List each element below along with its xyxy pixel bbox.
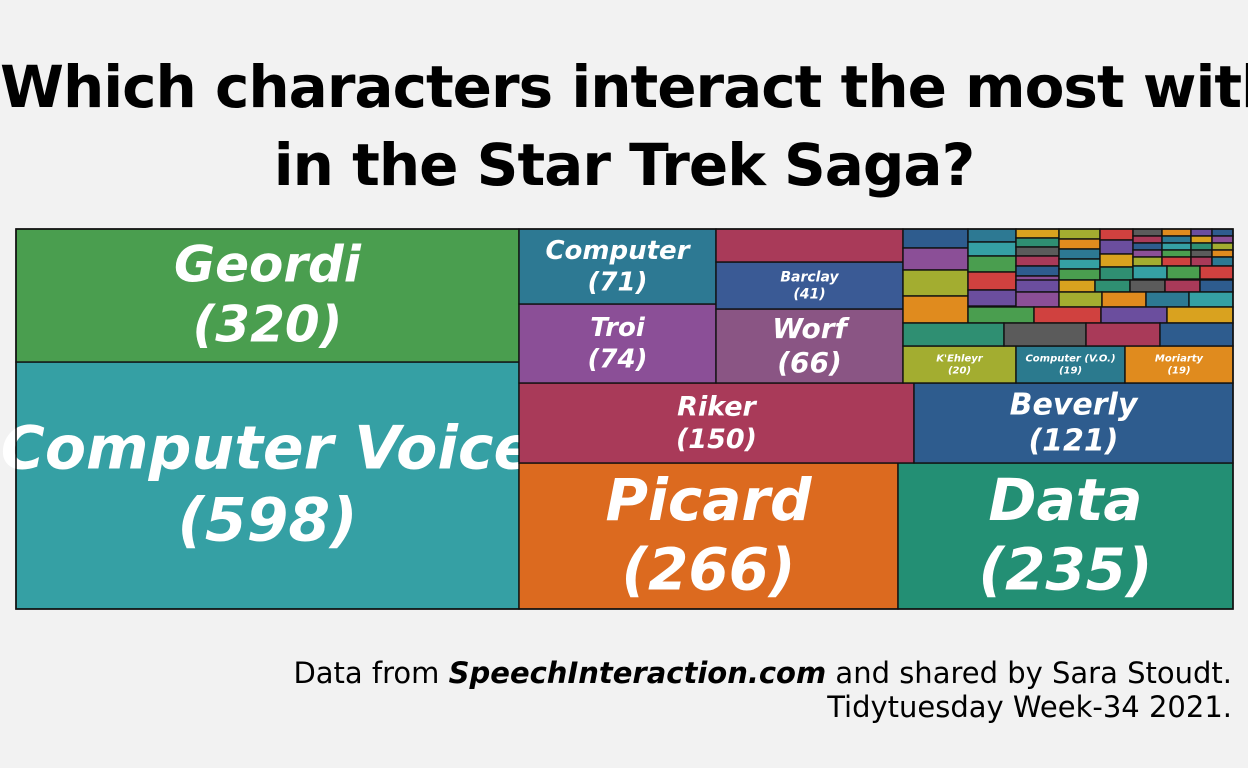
- small-tile-6: [967, 228, 1017, 243]
- small-tile-56: [1058, 291, 1103, 308]
- small-tile-14: [1015, 255, 1060, 267]
- caption-suffix: and shared by Sara Stoudt.: [826, 656, 1232, 690]
- tile-label-worf: Worf (66): [772, 312, 850, 379]
- small-tile-53: [1164, 279, 1201, 293]
- small-tile-54: [1199, 279, 1234, 293]
- small-tile-4: [902, 269, 969, 297]
- small-tile-27: [1132, 235, 1163, 244]
- small-tile-59: [1188, 291, 1234, 308]
- small-tile-12: [1015, 237, 1060, 248]
- tile-label-computer-voice: Computer Voice (598): [1, 414, 534, 556]
- small-tile-65: [1003, 322, 1087, 347]
- chart-title-line1: Which characters interact the most with …: [0, 53, 1248, 121]
- small-tile-36: [1190, 228, 1213, 237]
- tile-computer-voice: [15, 361, 520, 610]
- small-tile-42: [1211, 235, 1234, 244]
- small-tile-1: [715, 228, 904, 263]
- small-tile-13: [1015, 246, 1060, 257]
- small-tile-49: [1015, 279, 1060, 293]
- chart-title: Which characters interact the most with …: [0, 48, 1248, 204]
- small-tile-58: [1145, 291, 1190, 308]
- tile-computer: [518, 228, 717, 305]
- small-tile-34: [1161, 249, 1192, 258]
- small-tile-57: [1101, 291, 1147, 308]
- small-tile-26: [1132, 228, 1163, 237]
- small-tile-21: [1058, 268, 1101, 281]
- small-tile-9: [967, 271, 1017, 291]
- small-tile-64: [902, 322, 1005, 347]
- tile-label-troi: Troi (74): [588, 313, 648, 374]
- treemap-border: [15, 228, 1234, 610]
- small-tile-8: [967, 255, 1017, 273]
- small-tile-7: [967, 241, 1017, 257]
- small-tile-46: [1132, 265, 1168, 280]
- small-tile-39: [1190, 249, 1213, 258]
- small-tile-43: [1211, 242, 1234, 251]
- tile-label-picard: Picard (266): [605, 466, 812, 604]
- small-tile-29: [1132, 249, 1163, 258]
- tile-troi: [518, 303, 717, 384]
- small-tile-22: [1099, 228, 1134, 241]
- small-tile-3: [902, 247, 969, 271]
- chart-title-line2: in the Star Trek Saga?: [273, 131, 975, 199]
- small-tile-51: [1094, 279, 1131, 293]
- small-tile-5: [902, 295, 969, 324]
- caption-source: SpeechInteraction.com: [448, 656, 827, 690]
- small-tile-28: [1132, 242, 1163, 251]
- small-tile-23: [1099, 239, 1134, 255]
- small-tile-66: [1085, 322, 1161, 347]
- small-tile-18: [1058, 238, 1101, 250]
- small-tile-20: [1058, 258, 1101, 270]
- small-tile-60: [967, 306, 1035, 324]
- small-tile-63: [1166, 306, 1234, 324]
- small-tile-45: [1211, 256, 1234, 267]
- caption-line1: Data from SpeechInteraction.com and shar…: [293, 656, 1232, 690]
- small-tile-48: [1199, 265, 1234, 280]
- tile-label-riker: Riker (150): [676, 391, 758, 454]
- tile-beverly: [913, 382, 1234, 464]
- small-tile-38: [1190, 242, 1213, 251]
- tile-label-computer-v-o: Computer (V.O.) (19): [1025, 354, 1115, 377]
- small-tile-24: [1099, 253, 1134, 268]
- tile-label-barclay: Barclay (41): [780, 270, 839, 303]
- tile-geordi: [15, 228, 520, 363]
- small-tile-33: [1161, 242, 1192, 251]
- small-tile-15: [1015, 265, 1060, 277]
- tile-label-geordi: Geordi (320): [174, 236, 362, 354]
- small-tile-19: [1058, 248, 1101, 260]
- small-tile-30: [1132, 256, 1163, 267]
- tile-moriarty: [1124, 345, 1234, 384]
- small-tile-55: [1015, 291, 1060, 308]
- tile-data: [897, 462, 1234, 610]
- small-tile-25: [1099, 266, 1134, 281]
- small-tile-67: [1159, 322, 1234, 347]
- small-tile-50: [1058, 279, 1096, 293]
- small-tile-37: [1190, 235, 1213, 244]
- small-tile-11: [1015, 228, 1060, 239]
- tile-label-beverly: Beverly (121): [1010, 388, 1139, 459]
- small-tile-41: [1211, 228, 1234, 237]
- small-tile-32: [1161, 235, 1192, 244]
- small-tile-44: [1211, 249, 1234, 258]
- tile-label-k-ehleyr: K'Ehleyr (20): [936, 354, 983, 377]
- small-tile-52: [1129, 279, 1166, 293]
- tile-k-ehleyr: [902, 345, 1017, 384]
- tile-label-moriarty: Moriarty (19): [1155, 354, 1204, 377]
- small-tile-35: [1161, 256, 1192, 267]
- small-tile-17: [1058, 228, 1101, 240]
- small-tile-31: [1161, 228, 1192, 237]
- caption-line2: Tidytuesday Week-34 2021.: [827, 690, 1232, 724]
- small-tile-40: [1190, 256, 1213, 267]
- small-tile-10: [967, 289, 1017, 307]
- small-tile-62: [1100, 306, 1168, 324]
- caption: Data from SpeechInteraction.com and shar…: [293, 656, 1232, 724]
- small-tile-2: [902, 228, 969, 249]
- small-tile-61: [1033, 306, 1102, 324]
- caption-prefix: Data from: [293, 656, 449, 690]
- small-tile-47: [1166, 265, 1201, 280]
- tile-label-data: Data (235): [978, 466, 1152, 604]
- tile-computer-v-o: [1015, 345, 1126, 384]
- tile-label-computer: Computer (71): [545, 236, 691, 297]
